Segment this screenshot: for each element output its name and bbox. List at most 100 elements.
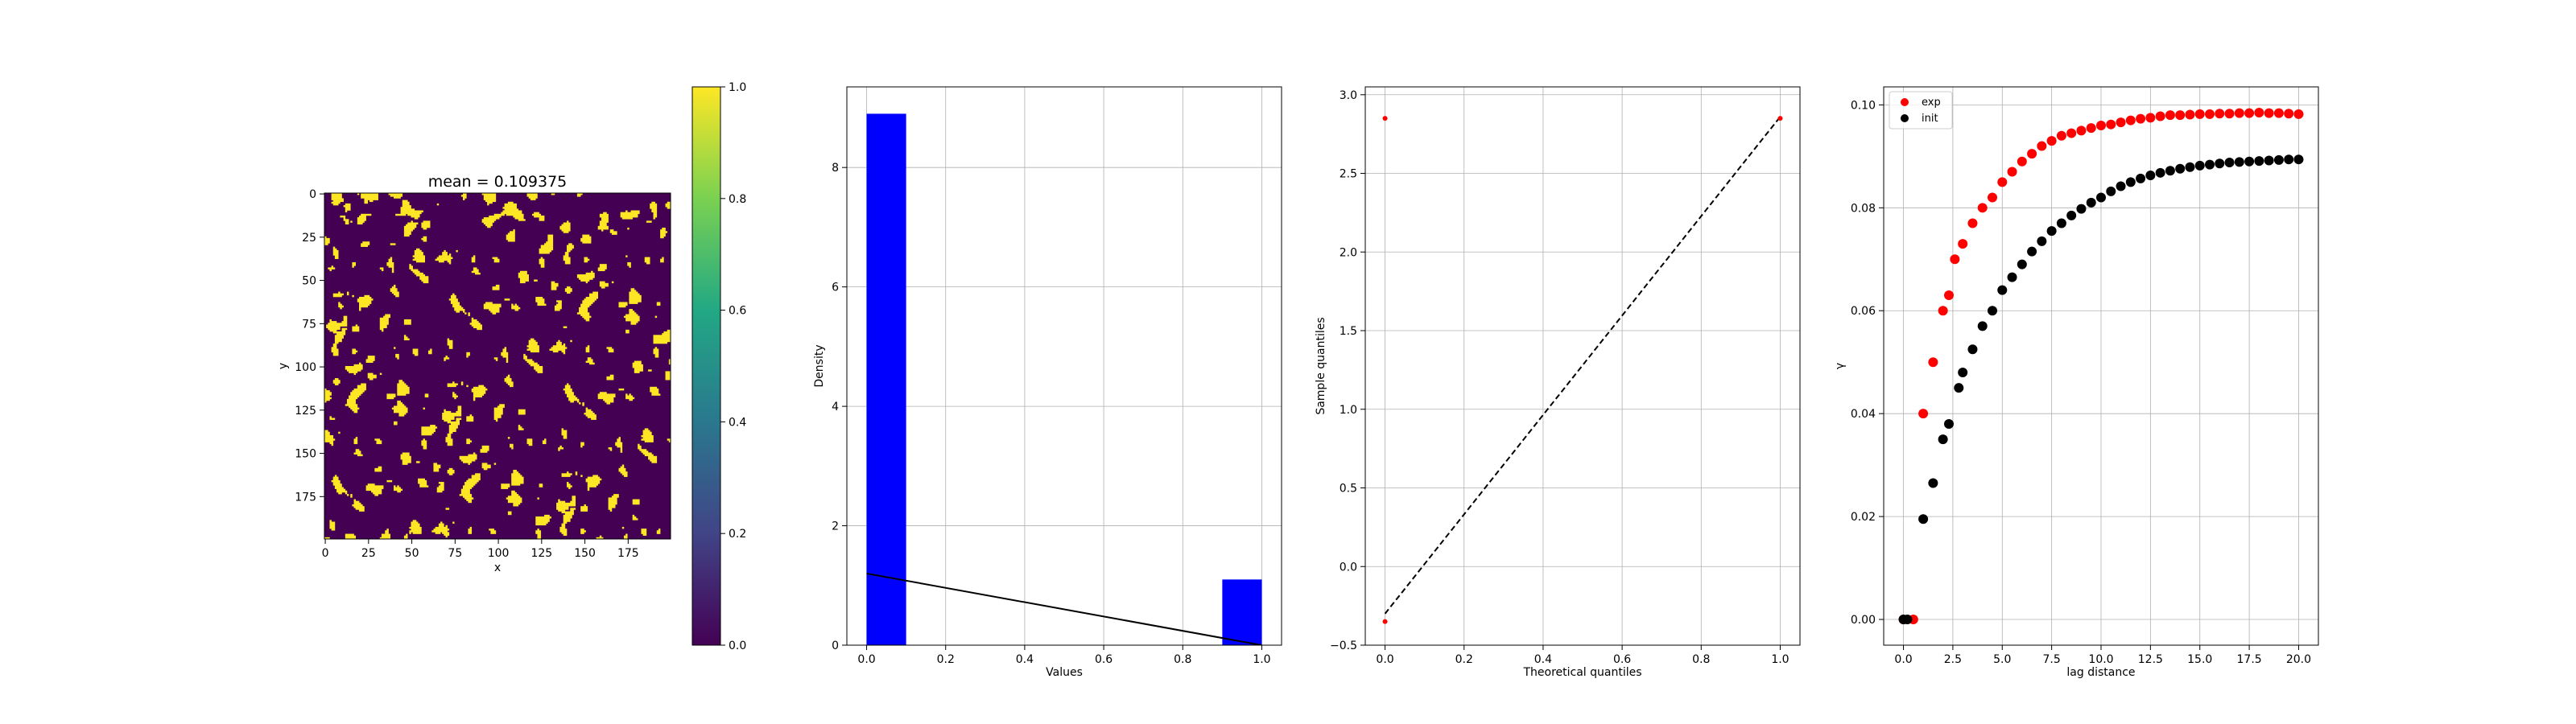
histogram-bar xyxy=(1222,579,1262,645)
heatmap-cell xyxy=(493,410,503,413)
y-tick-label: 150 xyxy=(295,448,316,461)
variogram-point-exp xyxy=(2096,120,2106,130)
heatmap-cell xyxy=(629,393,631,396)
heatmap-cell xyxy=(324,398,330,401)
heatmap-cell xyxy=(504,378,512,381)
heatmap-cell xyxy=(653,339,671,343)
heatmap-cell xyxy=(618,302,628,304)
heatmap-cell xyxy=(618,437,621,439)
heatmap-cell xyxy=(632,502,640,505)
heatmap-cell xyxy=(471,260,476,263)
heatmap-cell xyxy=(334,383,339,385)
heatmap-cell xyxy=(386,393,396,396)
heatmap-cell xyxy=(563,343,566,346)
heatmap-cell xyxy=(511,479,524,483)
heatmap-cell xyxy=(435,526,448,529)
heatmap-cell xyxy=(345,368,363,370)
heatmap-cell xyxy=(620,450,623,453)
heatmap-cell xyxy=(587,345,590,348)
heatmap-cell xyxy=(632,364,643,367)
variogram-point-init xyxy=(2076,204,2087,214)
qq-point xyxy=(1382,116,1388,121)
x-tick-label: 100 xyxy=(488,547,510,560)
heatmap-cell xyxy=(329,520,332,522)
heatmap-cell xyxy=(357,222,363,224)
heatmap-cell xyxy=(448,262,452,265)
heatmap-cell xyxy=(336,490,348,493)
heatmap-cell xyxy=(444,419,452,422)
heatmap-cell xyxy=(629,298,642,301)
y-tick-label: 8 xyxy=(832,162,839,175)
heatmap-cell xyxy=(421,222,431,224)
heatmap-cell xyxy=(632,516,637,519)
heatmap-cell xyxy=(352,327,360,331)
variogram-point-exp xyxy=(2205,109,2215,119)
heatmap-cell xyxy=(475,272,481,275)
heatmap-cell xyxy=(580,314,590,316)
heatmap-cell xyxy=(440,483,444,486)
heatmap-cell xyxy=(584,413,595,415)
heatmap-cell xyxy=(632,362,642,365)
heatmap-cell xyxy=(359,303,370,306)
heatmap-cell xyxy=(507,496,521,498)
heatmap-cell xyxy=(665,205,671,208)
heatmap-cell xyxy=(332,203,339,206)
variogram-point-exp xyxy=(1977,203,1988,213)
heatmap-cell xyxy=(651,208,658,211)
variogram-point-init xyxy=(1988,306,1997,316)
heatmap-cell xyxy=(353,452,361,455)
heatmap-cell xyxy=(489,215,502,218)
heatmap-cell xyxy=(537,303,547,306)
heatmap-cell xyxy=(402,201,410,204)
heatmap-cell xyxy=(385,530,389,533)
heatmap-cell xyxy=(580,305,590,308)
variogram-point-init xyxy=(2125,177,2136,187)
heatmap-cell xyxy=(334,335,344,337)
heatmap-cell xyxy=(352,329,360,332)
heatmap-cell xyxy=(609,449,613,451)
heatmap-cell xyxy=(332,353,339,356)
heatmap-cell xyxy=(419,276,429,278)
heatmap-cell xyxy=(599,281,605,284)
heatmap-cell xyxy=(397,485,399,487)
heatmap-cell xyxy=(324,393,332,396)
heatmap-cell xyxy=(567,471,569,474)
heatmap-cell xyxy=(554,305,562,308)
heatmap-cell xyxy=(617,445,623,448)
heatmap-cell xyxy=(487,225,491,228)
heatmap-cell xyxy=(528,341,538,344)
heatmap-cell xyxy=(433,467,440,471)
heatmap-cell xyxy=(493,258,500,261)
heatmap-cell xyxy=(644,260,650,263)
histogram-y-label: Density xyxy=(813,344,826,387)
heatmap-cell xyxy=(345,210,348,212)
heatmap-cell xyxy=(457,405,462,408)
variogram-point-exp xyxy=(2224,109,2235,119)
heatmap-cell xyxy=(597,228,609,230)
heatmap-cell xyxy=(662,257,664,259)
heatmap-cell xyxy=(374,438,381,441)
heatmap-cell xyxy=(438,482,444,484)
y-tick-label: 0 xyxy=(832,640,839,652)
heatmap-cell xyxy=(466,418,474,420)
heatmap-cell xyxy=(353,364,363,367)
heatmap-cell xyxy=(442,413,462,415)
heatmap-cell xyxy=(466,385,469,388)
heatmap-cell xyxy=(530,350,539,353)
heatmap-cell xyxy=(570,509,574,512)
heatmap-cell xyxy=(403,231,411,233)
heatmap-cell xyxy=(510,385,514,388)
y-tick-label: 25 xyxy=(302,232,316,245)
heatmap-cell xyxy=(642,430,650,432)
heatmap-cell xyxy=(495,284,500,287)
x-tick-label: 0.8 xyxy=(1174,653,1191,666)
variogram-point-init xyxy=(2007,272,2017,282)
heatmap-cell xyxy=(530,198,536,200)
heatmap-cell xyxy=(340,215,346,218)
heatmap-cell xyxy=(539,252,550,254)
heatmap-cell xyxy=(561,229,571,232)
heatmap-cell xyxy=(559,526,566,529)
heatmap-cell xyxy=(576,193,583,195)
heatmap-cell xyxy=(469,414,473,417)
heatmap-cell xyxy=(539,217,545,220)
